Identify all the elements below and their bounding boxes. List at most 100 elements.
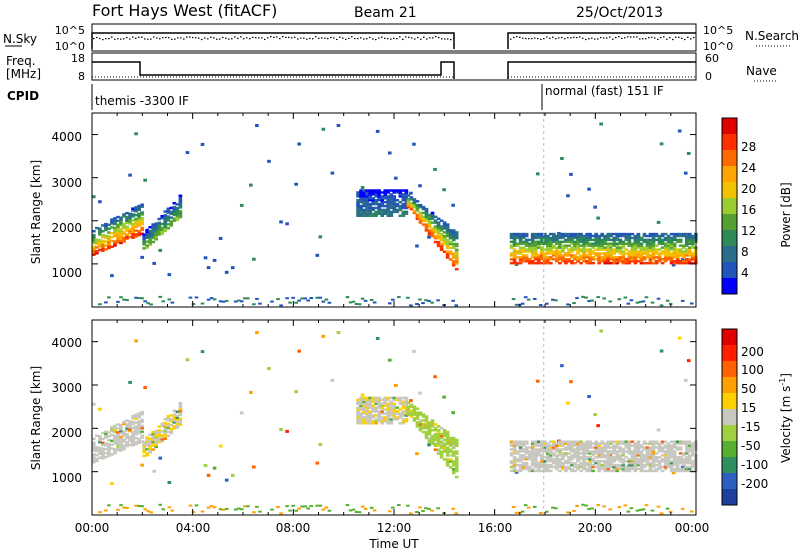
power-cell bbox=[395, 208, 400, 212]
velocity-cell bbox=[418, 419, 423, 422]
velocity-cell bbox=[600, 465, 604, 469]
power-cell bbox=[169, 220, 174, 223]
velocity-cell bbox=[430, 440, 435, 444]
velocity-cell bbox=[380, 404, 385, 407]
power-cell bbox=[401, 212, 406, 216]
velocity-cell bbox=[356, 406, 360, 409]
velocity-colorbar bbox=[722, 329, 737, 506]
velocity-cell bbox=[514, 511, 519, 514]
velocity-cell bbox=[107, 452, 111, 456]
velocity-cell bbox=[618, 456, 623, 459]
power-cell bbox=[401, 197, 406, 200]
power-cell bbox=[633, 252, 638, 255]
velocity-cell bbox=[603, 448, 608, 451]
power-cell bbox=[267, 159, 271, 163]
power-cell bbox=[585, 236, 589, 240]
power-cell bbox=[442, 227, 447, 230]
velocity-cell bbox=[110, 433, 114, 437]
power-cell bbox=[600, 240, 604, 244]
power-cell bbox=[404, 193, 409, 196]
velocity-cell bbox=[539, 440, 544, 443]
search-dot bbox=[318, 37, 320, 39]
search-dot bbox=[276, 36, 278, 38]
power-cell bbox=[530, 246, 535, 249]
power-cell bbox=[113, 234, 117, 238]
nave-tick-top: 60 bbox=[705, 52, 719, 65]
power-cell bbox=[552, 232, 556, 236]
velocity-cell bbox=[418, 391, 422, 395]
power-cell bbox=[636, 240, 641, 244]
velocity-cell bbox=[648, 452, 653, 455]
velocity-cell bbox=[128, 422, 132, 425]
search-dot bbox=[426, 38, 428, 40]
power-cell bbox=[579, 258, 583, 261]
velocity-cell bbox=[95, 448, 99, 451]
power-cell bbox=[134, 208, 138, 211]
power-cell bbox=[552, 254, 556, 257]
velocity-panel: Slant Range [km] 4000 3000 2000 1000 200… bbox=[29, 319, 793, 516]
power-cell bbox=[163, 210, 168, 213]
power-cell bbox=[684, 248, 689, 251]
velocity-cell bbox=[95, 434, 99, 437]
velocity-cell bbox=[542, 444, 547, 447]
search-dot bbox=[294, 36, 296, 38]
velocity-cell bbox=[451, 411, 455, 415]
velocity-cell bbox=[654, 467, 659, 471]
power-cell bbox=[684, 254, 689, 257]
power-cell bbox=[615, 261, 620, 265]
power-cell bbox=[104, 228, 108, 232]
power-cell bbox=[606, 261, 611, 265]
velocity-cell bbox=[356, 402, 360, 405]
search-dot bbox=[231, 38, 233, 40]
power-cell bbox=[359, 204, 363, 208]
power-cell bbox=[621, 250, 626, 253]
velocity-cell bbox=[451, 436, 456, 440]
power-cell bbox=[398, 195, 403, 198]
power-cell bbox=[116, 233, 120, 236]
velocity-cell bbox=[212, 466, 217, 470]
power-cell bbox=[663, 252, 668, 255]
power-cell bbox=[570, 248, 574, 251]
velocity-cell bbox=[113, 448, 117, 451]
velocity-cell bbox=[621, 458, 626, 461]
velocity-cell bbox=[439, 434, 444, 438]
power-cell bbox=[597, 254, 601, 257]
velocity-cell bbox=[639, 456, 644, 459]
velocity-cell bbox=[615, 465, 620, 469]
velocity-cell bbox=[636, 452, 641, 455]
power-cell bbox=[576, 248, 580, 251]
power-cell bbox=[380, 204, 385, 208]
power-cell bbox=[107, 239, 111, 242]
velocity-cell bbox=[406, 409, 411, 412]
search-dot bbox=[336, 38, 338, 41]
velocity-cell bbox=[524, 446, 529, 449]
search-dot bbox=[531, 38, 533, 40]
power-cell bbox=[436, 235, 441, 238]
power-cell bbox=[654, 256, 659, 259]
power-cell bbox=[572, 302, 576, 305]
power-cell bbox=[258, 302, 262, 305]
power-cell bbox=[576, 242, 580, 245]
power-cell bbox=[521, 232, 526, 236]
power-cell bbox=[512, 232, 517, 236]
power-cell bbox=[630, 244, 635, 247]
search-dot bbox=[267, 37, 269, 39]
velocity-cell bbox=[107, 438, 111, 442]
velocity-cell bbox=[546, 458, 550, 461]
velocity-cell bbox=[512, 456, 517, 459]
velocity-cell bbox=[663, 450, 668, 453]
velocity-cell bbox=[383, 420, 388, 423]
velocity-cell bbox=[590, 507, 594, 510]
power-cell bbox=[530, 254, 535, 257]
power-cell bbox=[101, 247, 105, 250]
velocity-cell bbox=[389, 420, 394, 423]
power-cell bbox=[398, 206, 403, 210]
velocity-cell bbox=[412, 419, 417, 422]
power-cell bbox=[163, 227, 168, 231]
velocity-cell bbox=[451, 460, 456, 463]
velocity-cell bbox=[252, 511, 256, 514]
velocity-cell bbox=[163, 433, 168, 436]
velocity-cell bbox=[612, 465, 617, 469]
search-dot bbox=[408, 36, 410, 38]
power-cell bbox=[657, 252, 662, 255]
